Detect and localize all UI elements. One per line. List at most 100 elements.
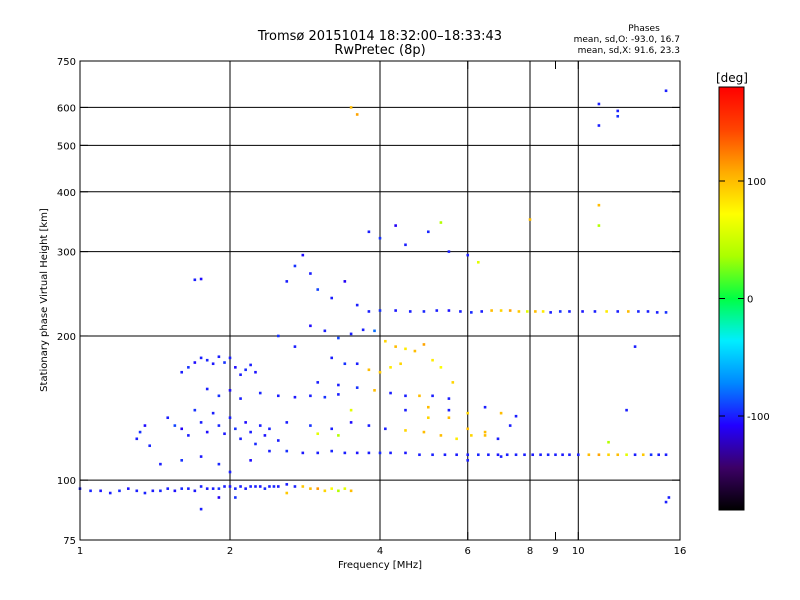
y-axis: 75 100 200 300 400 500 600 750 <box>57 57 680 547</box>
data-point <box>217 462 221 466</box>
data-point <box>249 363 252 367</box>
data-point <box>616 114 620 118</box>
data-point <box>228 416 232 420</box>
data-point <box>199 485 203 488</box>
y-tick-label: 300 <box>57 248 76 259</box>
data-point <box>480 310 484 313</box>
data-point <box>143 491 147 495</box>
data-point <box>337 336 340 340</box>
data-point <box>404 408 407 412</box>
data-point <box>389 451 392 455</box>
data-point <box>199 507 203 511</box>
data-point <box>483 434 487 437</box>
data-point <box>258 485 262 488</box>
data-point <box>239 397 242 400</box>
data-point <box>258 424 262 427</box>
data-point <box>394 309 397 312</box>
data-point <box>389 366 392 369</box>
data-point <box>159 462 162 466</box>
data-point <box>330 356 334 360</box>
data-point <box>616 109 620 113</box>
data-point <box>330 487 334 490</box>
data-point <box>301 253 305 257</box>
data-point <box>508 424 512 427</box>
data-point <box>285 421 289 424</box>
data-point <box>408 310 412 313</box>
data-point <box>514 414 518 418</box>
data-point <box>217 394 221 398</box>
data-point <box>447 309 451 312</box>
data-point <box>439 434 443 437</box>
data-point <box>394 345 397 348</box>
data-point <box>337 434 340 437</box>
x-tick-label: 2 <box>227 546 233 557</box>
stats-line-x: mean, sd,X: 91.6, 23.3 <box>578 46 680 56</box>
data-point <box>470 311 473 314</box>
data-point <box>539 453 542 457</box>
data-point <box>361 328 365 332</box>
data-point <box>285 280 289 283</box>
data-point <box>384 339 387 343</box>
data-point <box>607 453 610 457</box>
data-point <box>193 361 197 364</box>
data-point <box>239 437 242 441</box>
data-point <box>422 343 426 346</box>
data-point <box>355 451 359 455</box>
data-point <box>373 329 376 333</box>
data-point <box>228 356 232 360</box>
data-point <box>349 489 353 493</box>
data-point <box>505 453 509 457</box>
data-point <box>193 278 197 282</box>
data-point <box>616 310 620 313</box>
data-point <box>343 280 347 283</box>
data-point <box>558 310 562 313</box>
data-point <box>199 455 203 458</box>
data-point <box>268 427 271 431</box>
data-point <box>470 434 473 437</box>
data-point <box>244 487 247 490</box>
data-point <box>466 253 470 257</box>
data-point <box>293 264 297 268</box>
data-point <box>309 324 312 328</box>
data-point <box>263 434 267 437</box>
colorbar-tick-label: -100 <box>747 412 770 423</box>
data-point <box>418 394 421 398</box>
data-point <box>447 250 451 253</box>
data-point <box>646 310 650 313</box>
data-point <box>355 362 359 366</box>
data-point <box>459 310 462 313</box>
data-point <box>316 451 320 455</box>
data-point <box>239 373 242 377</box>
data-point <box>316 487 320 490</box>
data-point <box>431 394 434 398</box>
data-point <box>187 434 190 437</box>
data-point <box>404 451 407 455</box>
data-point <box>466 453 470 457</box>
data-point <box>517 310 521 313</box>
data-point <box>223 361 226 364</box>
data-point <box>455 437 458 441</box>
data-point <box>549 311 552 314</box>
data-point <box>399 362 402 366</box>
data-point <box>439 221 443 224</box>
data-point <box>217 424 221 427</box>
data-point <box>378 451 382 455</box>
data-point <box>135 437 139 441</box>
x-tick-label: 6 <box>465 546 471 557</box>
data-point <box>655 311 659 314</box>
data-point <box>211 411 215 415</box>
data-point <box>118 489 121 493</box>
y-tick-label: 750 <box>57 57 76 68</box>
data-point <box>323 489 327 493</box>
x-tick-label: 16 <box>674 546 687 557</box>
data-point <box>587 453 591 457</box>
chart-subtitle: RwPretec (8p) <box>334 43 425 58</box>
data-point <box>126 487 130 490</box>
data-point <box>447 416 451 420</box>
data-point <box>664 311 668 314</box>
data-point <box>263 487 267 490</box>
data-point <box>337 393 340 396</box>
data-point <box>487 453 490 457</box>
x-axis-label: Frequency [MHz] <box>338 560 422 571</box>
